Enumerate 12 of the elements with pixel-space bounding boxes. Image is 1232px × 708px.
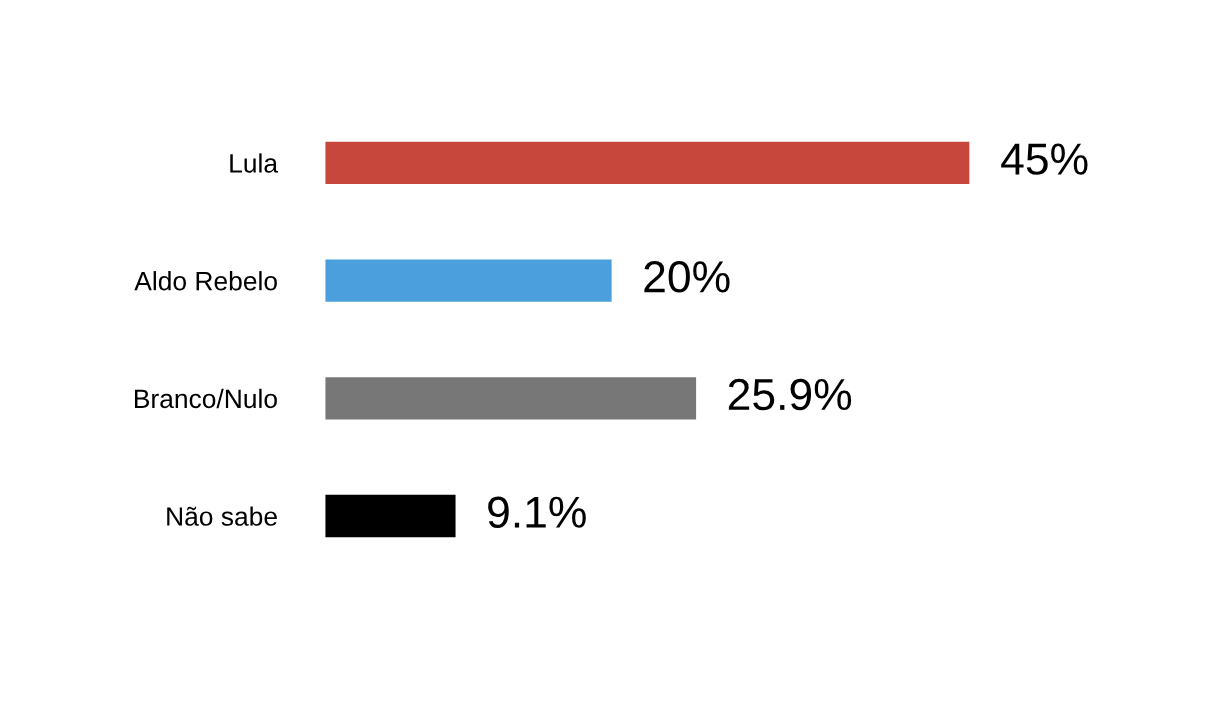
data-label: 45% [1001, 143, 1088, 175]
bar [325, 377, 697, 420]
y-tick-label: Aldo Rebelo [134, 271, 277, 291]
y-tick-label: Não sabe [167, 506, 277, 526]
data-label: 20% [644, 261, 730, 293]
y-tick-label: Branco/Nulo [134, 388, 277, 409]
data-label: 25.9% [728, 378, 852, 411]
bar [325, 141, 970, 185]
y-tick-label: Lula [230, 153, 279, 173]
bar [325, 494, 456, 538]
data-label: 9.1% [488, 496, 586, 528]
bar [325, 259, 612, 302]
